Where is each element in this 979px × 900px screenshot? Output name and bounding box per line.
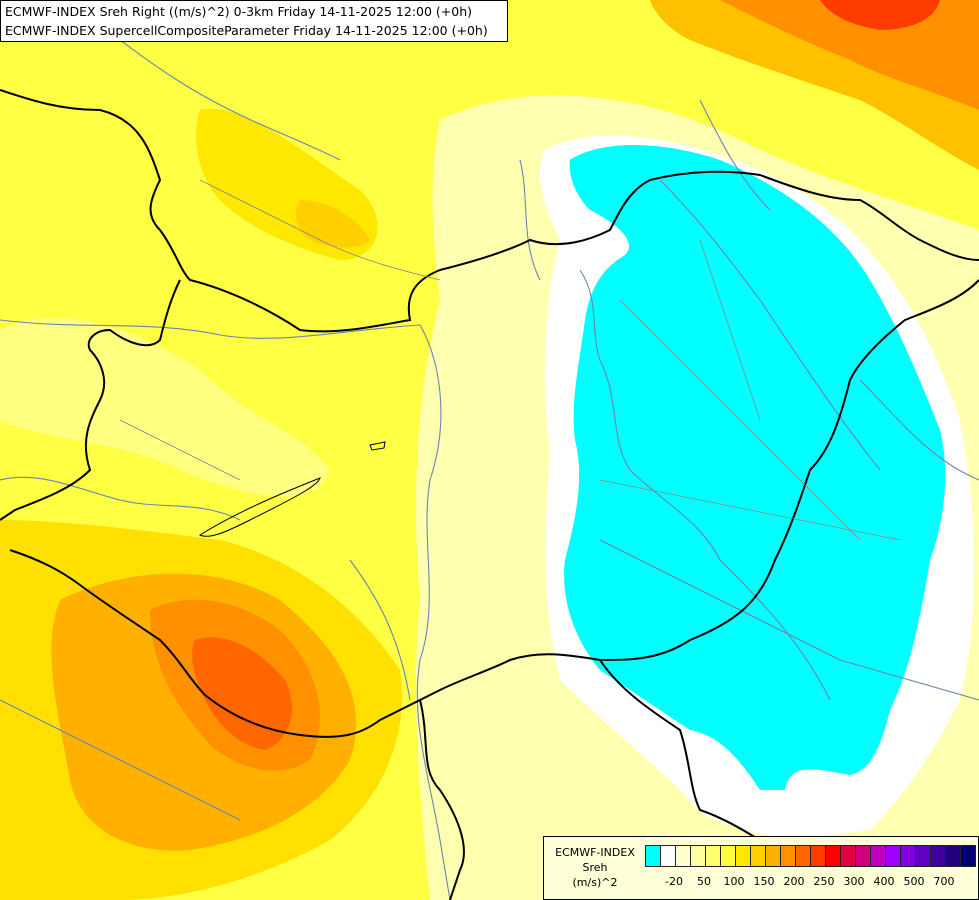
legend-caption-source: ECMWF-INDEX xyxy=(555,846,635,859)
legend-swatch xyxy=(735,845,751,867)
sreh-zone-darkorange-ne xyxy=(720,0,979,110)
legend-tick-label: 300 xyxy=(843,875,865,888)
sreh-zone-amber-north xyxy=(295,200,370,248)
sreh-zone-light-west xyxy=(0,317,330,497)
color-legend: ECMWF-INDEX Sreh (m/s)^2 -20 50 100 150 200 2… xyxy=(543,836,979,900)
sreh-zone-red-ne xyxy=(820,0,940,30)
legend-tick-label: 150 xyxy=(753,875,775,888)
legend-swatch xyxy=(945,845,961,867)
legend-swatch xyxy=(915,845,931,867)
legend-swatch xyxy=(645,845,661,867)
legend-swatch xyxy=(885,845,901,867)
legend-swatch xyxy=(840,845,856,867)
legend-swatch xyxy=(675,845,691,867)
legend-tick-label: 500 xyxy=(903,875,925,888)
lake-balaton xyxy=(198,477,321,537)
legend-swatch xyxy=(750,845,766,867)
legend-caption-unit: (m/s)^2 xyxy=(572,876,618,889)
legend-tick-label: 100 xyxy=(723,875,745,888)
rivers xyxy=(0,39,979,900)
legend-caption-variable: Sreh xyxy=(582,861,608,874)
legend-swatch xyxy=(855,845,871,867)
lake-small xyxy=(369,441,386,451)
legend-swatch xyxy=(705,845,721,867)
map-title-line-2: ECMWF-INDEX SupercellCompositeParameter … xyxy=(5,23,488,38)
legend-tick-label: 250 xyxy=(813,875,835,888)
legend-swatch xyxy=(690,845,706,867)
legend-swatch xyxy=(960,845,976,867)
legend-tick-label: -20 xyxy=(665,875,683,888)
legend-caption: ECMWF-INDEX Sreh (m/s)^2 xyxy=(548,845,642,890)
legend-swatch xyxy=(795,845,811,867)
legend-swatch xyxy=(930,845,946,867)
legend-swatch xyxy=(810,845,826,867)
legend-swatch xyxy=(870,845,886,867)
admin-borders xyxy=(119,179,901,541)
legend-swatch xyxy=(720,845,736,867)
map-title-box: ECMWF-INDEX Sreh Right ((m/s)^2) 0-3km F… xyxy=(0,0,508,42)
legend-swatch xyxy=(660,845,676,867)
legend-tick-label: 400 xyxy=(873,875,895,888)
legend-swatch xyxy=(825,845,841,867)
legend-swatch xyxy=(780,845,796,867)
legend-tick-label: 50 xyxy=(697,875,711,888)
sreh-zone-negative xyxy=(564,145,946,790)
legend-swatch xyxy=(900,845,916,867)
legend-ticks: -20 50 100 150 200 250 300 400 500 700 xyxy=(645,875,975,891)
legend-tick-label: 700 xyxy=(933,875,955,888)
legend-tick-label: 200 xyxy=(783,875,805,888)
legend-swatch xyxy=(765,845,781,867)
map-title-line-1: ECMWF-INDEX Sreh Right ((m/s)^2) 0-3km F… xyxy=(5,4,473,19)
sreh-zone-darkorange-sw xyxy=(192,637,293,750)
legend-swatches xyxy=(645,845,976,867)
